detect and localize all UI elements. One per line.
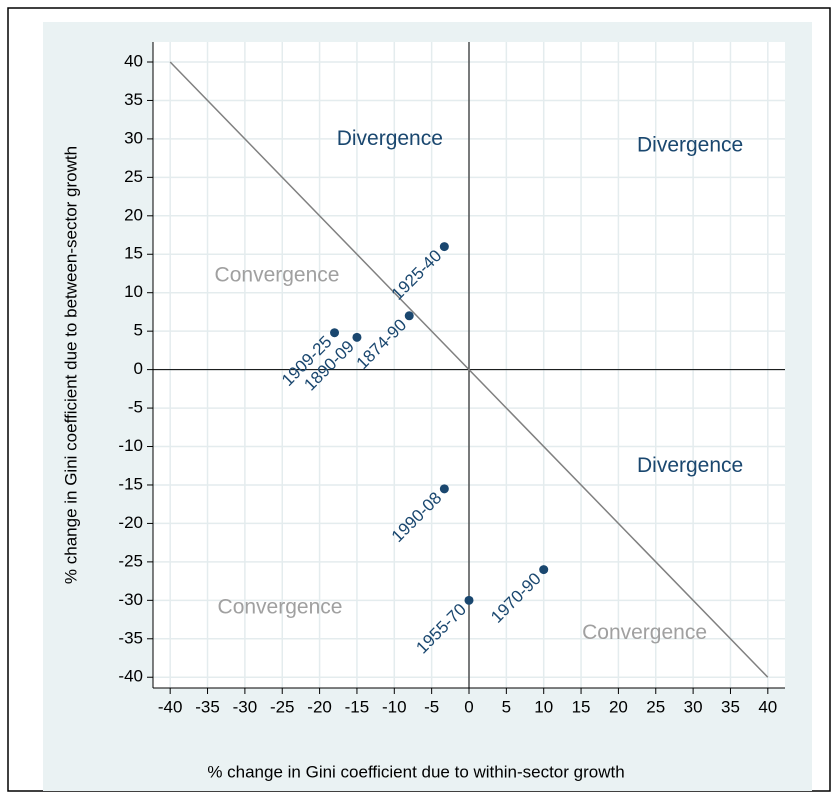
y-tick-label: -15 — [118, 474, 143, 493]
y-tick-label: 15 — [124, 244, 143, 263]
y-tick-label: 0 — [134, 359, 143, 378]
point — [539, 565, 549, 575]
x-tick-label: -10 — [382, 697, 407, 716]
x-tick-label: -25 — [270, 697, 295, 716]
y-axis-title: % change in Gini coefficient due to betw… — [61, 146, 80, 584]
annotation: Convergence — [582, 621, 707, 644]
y-tick-label: -5 — [128, 398, 143, 417]
y-tick-label: -25 — [118, 551, 143, 570]
x-tick-label: 15 — [572, 697, 591, 716]
annotation: Divergence — [637, 454, 743, 477]
point — [439, 242, 449, 252]
y-tick-label: -10 — [118, 436, 143, 455]
point — [352, 332, 362, 342]
y-tick-label: 40 — [124, 51, 143, 70]
x-tick-label: 10 — [534, 697, 553, 716]
point — [439, 484, 449, 494]
point — [404, 311, 414, 321]
x-tick-label: 25 — [646, 697, 665, 716]
diagonal-line — [169, 61, 769, 678]
point — [330, 328, 340, 338]
x-tick-label: -15 — [345, 697, 370, 716]
x-tick-label: 20 — [609, 697, 628, 716]
annotation: Convergence — [215, 263, 340, 286]
point — [464, 595, 474, 605]
x-tick-label: -35 — [195, 697, 220, 716]
y-tick-label: 20 — [124, 205, 143, 224]
y-tick-label: -30 — [118, 590, 143, 609]
x-axis-title: % change in Gini coefficient due to with… — [207, 762, 624, 781]
annotation: Divergence — [637, 133, 743, 156]
x-tick-label: 40 — [758, 697, 777, 716]
x-tick-label: -20 — [307, 697, 332, 716]
x-tick-label: -5 — [424, 697, 439, 716]
x-tick-label: -30 — [233, 697, 258, 716]
x-tick-label: 5 — [502, 697, 511, 716]
x-tick-label: 35 — [721, 697, 740, 716]
y-tick-label: 30 — [124, 128, 143, 147]
annotation: Divergence — [337, 127, 443, 150]
y-tick-label: 10 — [124, 282, 143, 301]
y-tick-label: 5 — [134, 321, 143, 340]
x-tick-label: 30 — [684, 697, 703, 716]
y-tick-label: -40 — [118, 667, 143, 686]
x-tick-label: -40 — [158, 697, 183, 716]
y-tick-label: -20 — [118, 513, 143, 532]
y-tick-label: 25 — [124, 167, 143, 186]
y-tick-label: -35 — [118, 628, 143, 647]
annotation: Convergence — [218, 596, 343, 619]
y-tick-label: 35 — [124, 90, 143, 109]
x-tick-label: 0 — [464, 697, 473, 716]
